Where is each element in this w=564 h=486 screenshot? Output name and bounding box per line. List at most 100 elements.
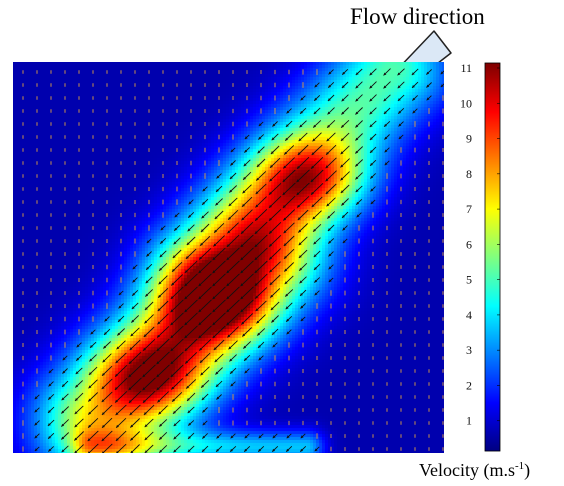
velocity-vector — [243, 159, 251, 167]
velocity-vector — [170, 338, 184, 352]
velocity-vector — [325, 183, 337, 195]
velocity-vector — [142, 351, 156, 365]
velocity-vector — [146, 238, 152, 244]
velocity-vector — [297, 209, 309, 221]
velocity-vector — [216, 433, 222, 439]
velocity-vector — [229, 172, 237, 180]
velocity-vector — [34, 446, 40, 452]
velocity-vector — [268, 248, 282, 260]
velocity-vector — [298, 262, 308, 272]
velocity-vector — [369, 120, 377, 128]
velocity-vector — [255, 196, 267, 208]
velocity-vector — [297, 223, 309, 233]
velocity-vector — [340, 171, 350, 181]
velocity-vector — [226, 234, 240, 248]
velocity-vector — [62, 355, 68, 361]
velocity-vector — [213, 339, 225, 351]
velocity-vector — [369, 133, 377, 141]
velocity-vector — [128, 377, 142, 391]
velocity-vector — [282, 169, 296, 183]
velocity-field-plot — [13, 62, 444, 453]
velocity-vector — [254, 260, 268, 274]
velocity-vector — [144, 301, 154, 311]
velocity-vector — [101, 365, 113, 377]
velocity-vector — [172, 405, 182, 415]
velocity-vector — [187, 211, 195, 219]
velocity-vector — [118, 303, 124, 309]
velocity-vector — [255, 300, 267, 312]
velocity-vector — [184, 273, 198, 287]
velocity-vector — [212, 286, 226, 300]
velocity-vector — [142, 377, 156, 391]
colorbar-gradient — [485, 63, 500, 452]
velocity-vector — [355, 133, 363, 141]
velocity-vector — [89, 341, 97, 349]
velocity-vector — [116, 443, 127, 453]
velocity-vector — [271, 445, 279, 453]
velocity-vector — [88, 443, 99, 453]
velocity-vector — [157, 300, 169, 312]
velocity-vector — [198, 312, 212, 326]
velocity-vector — [300, 433, 306, 439]
velocity-vector — [256, 158, 266, 168]
velocity-vector — [243, 147, 251, 153]
velocity-vector — [327, 224, 335, 232]
colorbar-tick-label: 6 — [466, 237, 472, 251]
velocity-vector — [369, 159, 377, 167]
velocity-vector — [286, 329, 292, 335]
velocity-vector — [128, 364, 142, 378]
velocity-vector — [143, 326, 155, 338]
velocity-vector — [184, 338, 198, 352]
velocity-vector — [212, 299, 226, 313]
velocity-vector — [340, 184, 350, 194]
velocity-vector — [156, 351, 170, 365]
velocity-vector — [230, 433, 236, 439]
velocity-vector — [268, 182, 282, 196]
velocity-vector — [256, 314, 266, 324]
velocity-vector — [101, 391, 113, 403]
velocity-vector — [426, 95, 432, 101]
velocity-vector — [75, 367, 83, 375]
velocity-vector — [313, 107, 321, 115]
velocity-vector — [268, 221, 282, 235]
velocity-vector — [171, 261, 183, 273]
velocity-vector — [226, 299, 240, 313]
velocity-vector — [156, 377, 170, 391]
velocity-vector — [296, 156, 310, 170]
velocity-vector — [144, 314, 154, 324]
velocity-vector — [226, 312, 240, 326]
velocity-vector — [142, 338, 156, 352]
velocity-vector — [286, 433, 292, 439]
colorbar-tick-label: 4 — [466, 308, 472, 322]
velocity-vector — [340, 119, 350, 129]
velocity-vector — [426, 82, 432, 88]
velocity-vector — [173, 224, 181, 232]
velocity-vector — [299, 107, 307, 115]
velocity-vector — [255, 183, 267, 195]
velocity-vector — [369, 94, 377, 102]
velocity-vector — [282, 182, 296, 196]
velocity-vector — [157, 313, 169, 325]
velocity-vector — [272, 342, 278, 348]
velocity-vector — [213, 235, 225, 247]
velocity-vector — [313, 277, 321, 283]
velocity-vector — [384, 147, 390, 153]
velocity-vector — [340, 132, 350, 142]
velocity-vector — [397, 81, 405, 89]
velocity-vector — [298, 249, 308, 259]
velocity-vector — [440, 70, 444, 75]
colorbar-label-close: ) — [524, 460, 530, 480]
velocity-vector — [142, 390, 156, 404]
velocity-vector — [397, 94, 405, 102]
velocity-vector — [142, 364, 156, 378]
velocity-vector — [60, 419, 70, 427]
velocity-vector — [328, 251, 334, 257]
velocity-vector — [215, 185, 223, 193]
velocity-vector — [101, 417, 113, 429]
velocity-vector — [326, 197, 336, 207]
velocity-vector — [201, 433, 209, 439]
velocity-vector — [270, 301, 280, 311]
velocity-vector — [341, 198, 349, 206]
velocity-vector — [202, 407, 208, 413]
velocity-vector — [146, 251, 152, 257]
